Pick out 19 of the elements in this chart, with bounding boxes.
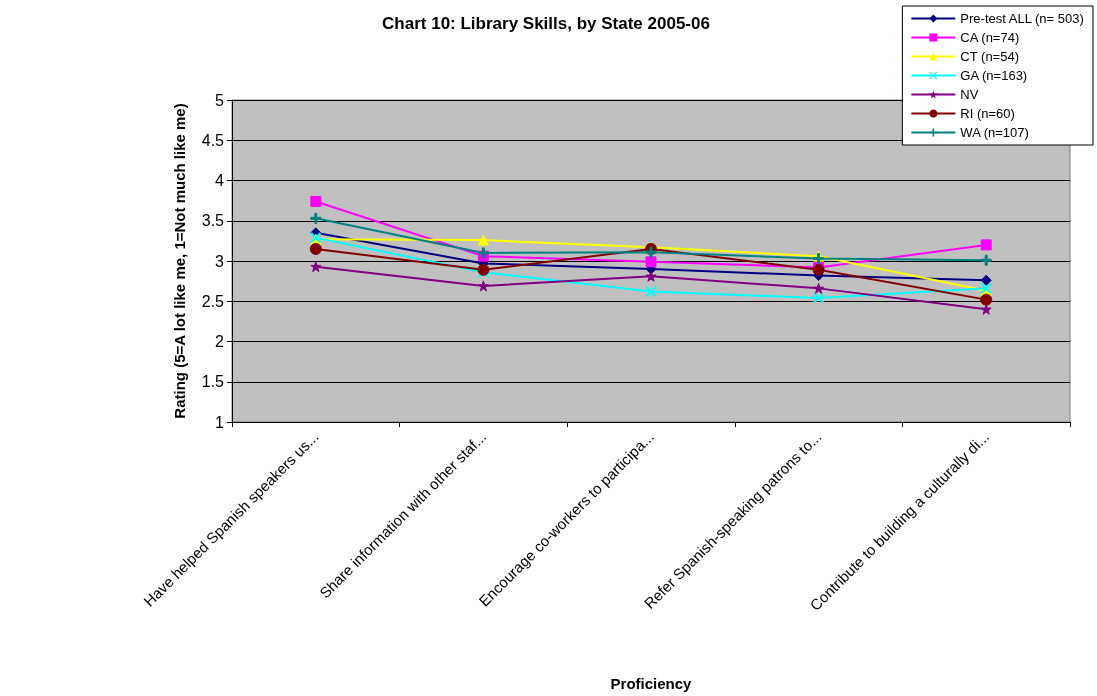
y-tick-label: 3.5: [201, 212, 225, 230]
legend-label: Pre-test ALL (n= 503): [960, 11, 1084, 26]
legend-label: WA (n=107): [960, 125, 1029, 140]
y-tick-label: 1.5: [201, 373, 225, 391]
legend-label: GA (n=163): [960, 68, 1028, 83]
y-tick-label: 4.5: [201, 131, 225, 149]
y-tick-label: 5: [215, 91, 225, 109]
y-tick-label: 2: [215, 333, 225, 350]
chart-title: Chart 10: Library Skills, by State 2005-06: [382, 14, 710, 33]
y-tick-label: 4: [215, 172, 225, 189]
y-tick-label: 1: [215, 413, 225, 431]
legend-label: NV: [960, 87, 979, 102]
y-axis-title: Rating (5=A lot like me, 1=Not much like me): [171, 103, 188, 419]
x-axis-title: Proficiency: [610, 675, 693, 692]
legend-label: CT (n=54): [960, 49, 1020, 64]
y-tick-label: 3: [215, 252, 225, 270]
y-tick-label: 2.5: [201, 292, 225, 310]
legend-label: RI (n=60): [960, 106, 1015, 121]
legend-label: CA (n=74): [960, 30, 1020, 45]
